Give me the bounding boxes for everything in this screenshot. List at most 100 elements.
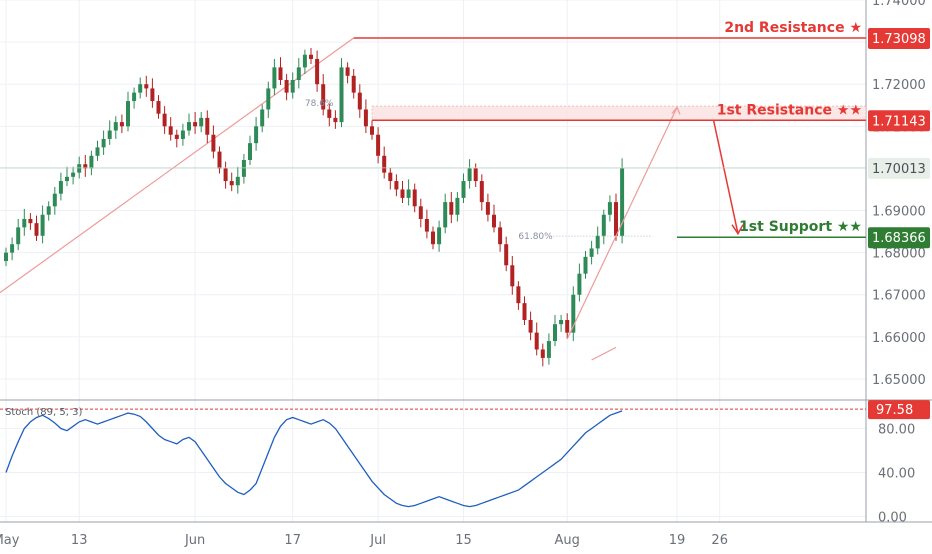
candle-body [333,117,338,123]
candle-body [132,92,137,102]
projection-down-line [712,120,739,234]
candle-body [290,80,295,93]
candle-body [516,286,521,304]
candle-body [357,92,362,110]
candle-body [315,58,320,85]
candle-body [260,109,265,127]
candle-body [284,80,289,93]
candle-body [479,181,484,203]
candle-body [101,138,106,148]
candle-body [77,164,82,173]
candle-body [4,252,8,262]
price-tick-label: 1.65000 [872,373,926,388]
candle-body [437,227,442,245]
candle-body [400,189,405,198]
candle-body [272,67,277,89]
candle-body [431,231,435,245]
price-tick-label: 1.66000 [872,331,926,346]
candle-body [461,181,466,198]
price-tick-label: 1.69000 [872,205,926,220]
candle-body [601,214,606,236]
candle-body [540,349,545,358]
level-label: 1st Support ★★ [739,219,862,235]
candle-body [65,176,69,182]
candle-body [10,244,15,253]
candle-body [382,155,387,173]
candle-body [534,332,539,350]
candle-body [321,84,326,110]
candle-body [89,155,94,169]
candle-body [126,101,130,127]
current-price-badge [868,157,930,179]
candle-body [467,168,472,182]
candle-body [211,134,216,152]
time-tick-label: May [0,533,20,548]
candle-body [583,256,588,274]
candle-body [522,303,527,320]
stoch-tick-label: 80.00 [878,423,915,438]
trend-line [591,346,617,361]
candle-body [510,265,515,287]
candle-body [376,134,381,156]
candle-body [199,117,204,127]
candle-body [589,248,594,257]
candle-body [52,193,57,207]
candle-body [113,122,118,131]
candle-body [309,54,313,59]
candle-body [278,67,283,80]
trend-line [0,37,355,294]
candle-body [339,67,344,123]
price-badge-text: 1.73098 [872,32,926,47]
price-tick-label: 1.74000 [872,0,926,9]
stoch-level-text: 97.58 [876,403,913,418]
candle-body [235,176,240,186]
candle-body [187,122,191,131]
candle-body [217,151,222,169]
time-tick-label: 13 [71,533,88,548]
candle-body [553,324,557,342]
stoch-title: Stoch (89, 5, 3) [5,407,82,418]
candle-body [180,130,185,139]
candle-body [71,172,76,177]
stoch-tick-label: 0.00 [878,511,907,526]
price-badge [868,27,930,49]
candle-body [443,202,448,228]
candle-body [394,181,399,190]
candle-body [345,67,350,76]
candle-body [223,168,228,182]
candle-body [388,172,393,182]
time-tick-label: 26 [711,533,728,548]
candle-body [107,130,112,139]
candle-body [162,113,167,127]
candle-body [83,164,88,169]
time-tick-label: Jun [184,533,205,548]
candle-body [16,227,21,245]
candle-body [34,223,39,236]
candle-body [254,126,259,144]
candle-body [22,218,27,228]
candle-body [607,202,612,215]
time-tick-label: 15 [455,533,472,548]
level-label: 1st Resistance ★★ [717,102,862,118]
stoch-level-badge [868,400,930,420]
candle-body [595,235,600,249]
candle-body [205,117,210,135]
candle-body [559,320,564,325]
candle-body [412,189,417,207]
candle-body [473,168,478,182]
fib-label: 78.6% [305,99,334,109]
candle-body [370,126,374,135]
candle-body [351,75,356,93]
candle-body [150,88,155,102]
candle-body [455,197,460,215]
price-badge-text: 1.71143 [872,114,926,129]
candle-body [406,189,411,198]
candle-body [168,126,173,135]
candle-body [174,134,179,139]
candle-body [229,181,234,186]
price-badge [868,227,930,249]
candle-body [577,273,582,295]
candle-body [363,109,368,127]
